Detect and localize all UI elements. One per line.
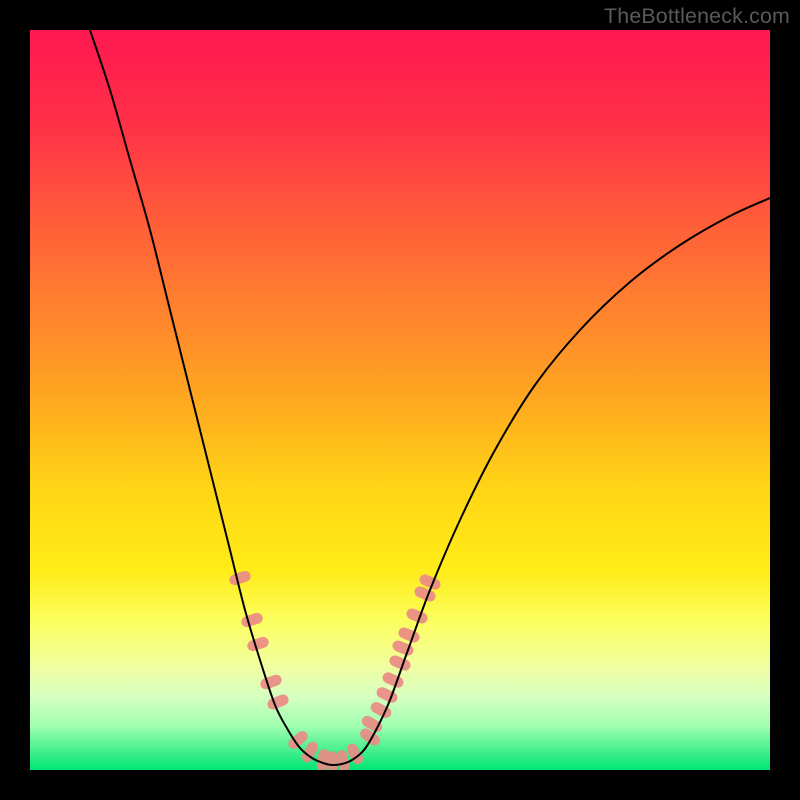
plot-area — [30, 30, 770, 770]
chart-frame: TheBottleneck.com — [0, 0, 800, 800]
watermark-text: TheBottleneck.com — [604, 4, 790, 29]
curve-marker — [327, 751, 338, 770]
plot-svg — [30, 30, 770, 770]
